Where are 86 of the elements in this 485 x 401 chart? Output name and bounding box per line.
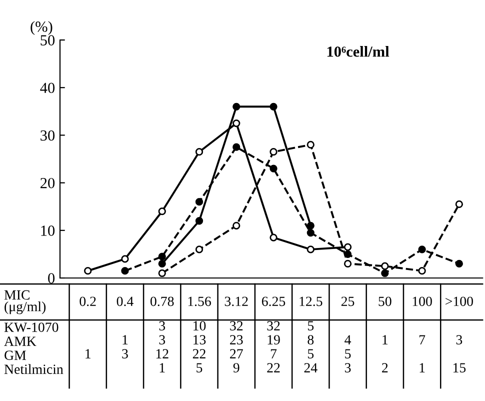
point (158, 269, 166, 278)
point (270, 148, 278, 156)
point (232, 222, 240, 230)
y-tick-label: 30 (40, 130, 55, 141)
data-label: 10 (194, 321, 206, 330)
data-label: 3 (456, 335, 462, 344)
data-label: 3 (159, 321, 166, 330)
x-tick-label: 0.78 (150, 296, 174, 306)
y-tick-label: Netilmicin (4, 364, 64, 374)
point (158, 208, 166, 216)
point (121, 267, 129, 275)
x-tick-label: >100 (446, 296, 473, 306)
y-tick-label: KW-1070 (4, 322, 58, 332)
y-tick-label: 50 (40, 35, 55, 46)
x-tick-label: 12.5 (300, 296, 322, 306)
x-tick-label: 1.56 (188, 296, 211, 306)
point (121, 255, 129, 263)
point (455, 200, 463, 208)
data-label: 19 (268, 335, 280, 344)
data-label: 5 (196, 363, 202, 372)
point (381, 269, 389, 278)
point (232, 143, 240, 151)
y-tick-label: 20 (40, 178, 55, 188)
data-label: 8 (308, 335, 314, 344)
point (270, 102, 278, 110)
point (306, 246, 314, 254)
data-label: 9 (233, 363, 240, 372)
data-label: 3 (159, 335, 166, 344)
y-tick-label: 10 (41, 226, 55, 236)
x-tick-label: 6.25 (262, 296, 286, 306)
point (270, 234, 278, 242)
point (381, 262, 389, 270)
data-label: 3 (122, 349, 128, 358)
data-label: 12 (156, 349, 168, 358)
y-tick-label: 40 (40, 82, 55, 94)
x-tick-label: 0.4 (116, 296, 134, 306)
point (232, 119, 240, 128)
data-label: 2 (382, 363, 388, 372)
x-tick-label: 3.12 (224, 296, 248, 306)
point (232, 102, 240, 110)
data-label: 7 (270, 349, 277, 358)
data-label: 15 (453, 363, 466, 372)
annotation: 10⁶cell/ml (327, 46, 390, 57)
data-label: 22 (267, 363, 280, 372)
point (418, 246, 426, 254)
point (306, 228, 314, 237)
y-tick-label: GM (4, 350, 26, 360)
data-label: 1 (382, 335, 388, 344)
data-label: 5 (308, 349, 314, 358)
point (344, 260, 352, 268)
data-label: 13 (194, 335, 206, 344)
x-tick-label: 100 (412, 296, 432, 306)
point (418, 267, 426, 275)
data-label: 22 (192, 349, 206, 358)
data-label: 5 (345, 349, 351, 358)
y-tick-label: 0 (48, 273, 55, 284)
x-tick-label: 25 (341, 296, 354, 306)
data-label: 4 (344, 335, 352, 344)
data-label: 1 (86, 349, 90, 358)
point (158, 252, 166, 260)
point (195, 198, 204, 206)
data-label: 1 (122, 335, 128, 344)
point (195, 217, 204, 225)
point (306, 140, 314, 149)
data-label: 1 (160, 363, 165, 372)
point (195, 246, 204, 254)
data-label: 3 (344, 363, 351, 372)
data-label: 24 (304, 363, 318, 372)
data-label: 7 (419, 335, 426, 344)
y-axis-title: (%) (30, 21, 52, 35)
data-label: 32 (230, 321, 243, 330)
point (270, 164, 278, 172)
x-axis-title: MIC (μg/ml) (4, 290, 46, 314)
data-label: 23 (230, 335, 243, 344)
data-label: 27 (230, 349, 243, 358)
point (84, 267, 92, 275)
x-tick-label: 0.2 (80, 296, 96, 306)
y-tick-label: AMK (4, 336, 36, 346)
data-label: 1 (420, 363, 425, 372)
data-label: 32 (267, 321, 280, 330)
point (195, 148, 204, 156)
data-label: 5 (308, 321, 314, 330)
x-tick-label: 50 (378, 296, 392, 306)
point (158, 260, 166, 268)
point (344, 243, 352, 251)
point (455, 260, 463, 268)
